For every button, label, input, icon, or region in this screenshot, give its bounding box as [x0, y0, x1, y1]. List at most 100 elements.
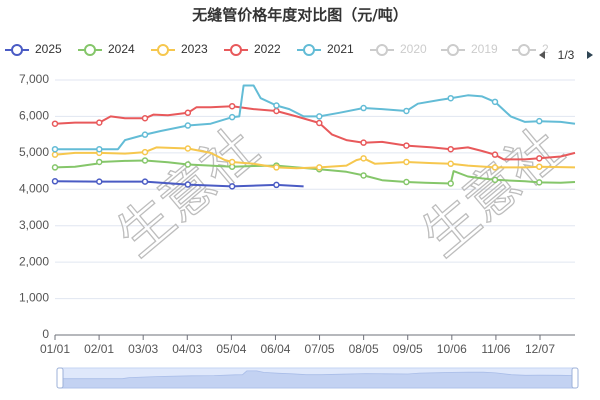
data-point-2023[interactable] — [403, 158, 410, 166]
y-tick-label: 5,000 — [19, 145, 49, 159]
data-point-2023[interactable] — [184, 145, 192, 152]
data-point-2021[interactable] — [491, 98, 499, 106]
legend-pager: 1/3 — [539, 48, 593, 62]
data-point-2024[interactable] — [184, 161, 192, 168]
data-point-2023[interactable] — [536, 163, 543, 170]
data-point-2022[interactable] — [360, 139, 367, 146]
data-point-2024[interactable] — [96, 158, 103, 166]
x-tick-label: 10/06 — [437, 342, 467, 356]
data-point-2022[interactable] — [403, 142, 410, 149]
series-line-2024 — [54, 159, 576, 185]
y-tick-label: 2,000 — [19, 254, 49, 268]
data-point-2021[interactable] — [403, 107, 410, 115]
data-zoom-slider[interactable] — [56, 367, 579, 389]
data-point-2021[interactable] — [184, 122, 192, 129]
data-point-2023[interactable] — [360, 155, 367, 162]
x-tick-label: 04/03 — [172, 342, 202, 356]
y-tick-label: 7,000 — [19, 72, 49, 86]
x-axis: 01/01 02/01 03/03 04/03 05/04 06/04 07/05 08/05… — [40, 335, 555, 356]
data-point-2021[interactable] — [360, 104, 367, 112]
data-point-2022[interactable] — [447, 145, 454, 153]
legend-marker-icon — [518, 44, 530, 56]
x-tick-label: 01/01 — [40, 342, 70, 356]
data-point-2021[interactable] — [228, 113, 236, 121]
legend-label: 2023 — [181, 42, 208, 56]
x-tick-label: 08/05 — [349, 342, 379, 356]
data-point-2023[interactable] — [491, 164, 499, 171]
data-point-2023[interactable] — [51, 151, 59, 158]
legend-label: 2021 — [327, 42, 354, 56]
legend-label: 2022 — [254, 42, 281, 56]
legend-item-2020[interactable]: 2020 — [370, 42, 427, 56]
zoom-right-handle[interactable] — [571, 367, 579, 389]
legend-marker-icon — [303, 44, 315, 56]
data-point-2021[interactable] — [316, 113, 323, 120]
legend-marker-icon — [11, 44, 23, 56]
legend-item-2025[interactable]: 2025 — [5, 42, 62, 56]
legend-label: 2 — [542, 42, 549, 56]
data-point-2025[interactable] — [96, 178, 103, 185]
data-point-2022[interactable] — [491, 151, 499, 158]
data-point-2021[interactable] — [96, 145, 103, 153]
data-point-2025[interactable] — [141, 178, 149, 185]
data-point-2024[interactable] — [141, 157, 149, 164]
data-point-2024[interactable] — [491, 176, 499, 184]
data-point-2022[interactable] — [51, 120, 59, 127]
legend-label: 2024 — [108, 42, 135, 56]
legend-item-2021[interactable]: 2021 — [297, 42, 354, 56]
data-point-2024[interactable] — [360, 172, 367, 179]
data-point-2025[interactable] — [228, 183, 236, 190]
watermark-logo: 生意社 — [410, 116, 575, 268]
legend-item-2023[interactable]: 2023 — [151, 42, 208, 56]
data-point-2023[interactable] — [316, 164, 323, 171]
x-tick-label: 06/04 — [260, 342, 290, 356]
legend-label: 2025 — [35, 42, 62, 56]
legend-marker-icon — [230, 44, 242, 56]
legend-item-2019[interactable]: 2019 — [441, 42, 498, 56]
legend-page-indicator: 1/3 — [558, 48, 575, 62]
data-point-2022[interactable] — [316, 119, 323, 127]
data-point-2023[interactable] — [447, 160, 454, 168]
legend-label: 2019 — [471, 42, 498, 56]
chart-legend: 2025 2024 2023 2022 2021 2020 2019 2 — [5, 42, 549, 56]
data-point-2024[interactable] — [403, 178, 410, 186]
x-tick-label: 12/07 — [525, 342, 555, 356]
legend-item-2[interactable]: 2 — [512, 42, 549, 56]
data-series — [51, 84, 576, 190]
legend-marker-icon — [157, 44, 169, 56]
y-tick-label: 6,000 — [19, 109, 49, 123]
data-point-2021[interactable] — [51, 145, 59, 153]
y-tick-label: 3,000 — [19, 218, 49, 232]
data-point-2025[interactable] — [51, 178, 59, 185]
data-point-2024[interactable] — [51, 164, 59, 171]
data-point-2024[interactable] — [536, 179, 543, 186]
data-point-2023[interactable] — [273, 164, 280, 171]
series-line-2021 — [55, 84, 576, 151]
data-point-2025[interactable] — [273, 181, 280, 189]
legend-item-2022[interactable]: 2022 — [224, 42, 281, 56]
data-point-2023[interactable] — [141, 148, 149, 156]
legend-marker-icon — [84, 44, 96, 56]
data-point-2022[interactable] — [228, 102, 236, 110]
data-point-2022[interactable] — [96, 119, 103, 126]
legend-next-page-icon[interactable] — [587, 51, 593, 59]
data-point-2021[interactable] — [536, 117, 543, 125]
data-point-2022[interactable] — [184, 109, 192, 117]
legend-label: 2020 — [400, 42, 427, 56]
data-point-2024[interactable] — [447, 180, 454, 187]
data-point-2023[interactable] — [228, 158, 236, 166]
chart-title: 无缝管价格年度对比图（元/吨） — [191, 6, 407, 24]
data-point-2022[interactable] — [141, 115, 149, 122]
y-axis-ticks: 0 1,000 2,000 3,000 4,000 5,000 6,000 7,000 — [19, 72, 49, 341]
data-point-2022[interactable] — [273, 107, 280, 115]
data-point-2021[interactable] — [447, 94, 454, 102]
legend-item-2024[interactable]: 2024 — [78, 42, 135, 56]
data-point-2025[interactable] — [184, 181, 192, 188]
x-tick-label: 02/01 — [84, 342, 114, 356]
data-point-2021[interactable] — [141, 131, 149, 138]
data-point-2022[interactable] — [536, 155, 543, 162]
legend-prev-page-icon[interactable] — [539, 51, 545, 59]
zoom-left-handle[interactable] — [56, 367, 64, 389]
data-point-2021[interactable] — [273, 102, 280, 109]
